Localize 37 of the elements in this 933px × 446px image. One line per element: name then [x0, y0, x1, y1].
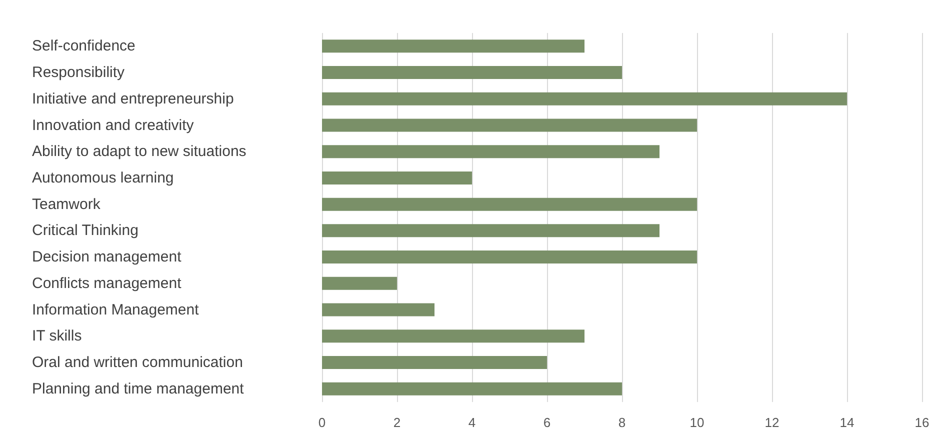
y-tick-label: Critical Thinking [32, 222, 138, 240]
y-tick-label: IT skills [32, 328, 82, 345]
bar [322, 356, 547, 369]
y-tick-label: Autonomous learning [32, 169, 174, 186]
bar [322, 92, 847, 106]
y-tick-label: Teamwork [32, 196, 101, 213]
x-tick-label: 6 [543, 415, 551, 430]
bar [322, 303, 434, 316]
bar [322, 118, 697, 132]
y-tick-label: Innovation and creativity [32, 116, 194, 134]
x-tick-label: 8 [618, 415, 626, 430]
y-tick-label: Conflicts management [32, 274, 182, 292]
x-tick-label: 2 [393, 415, 401, 430]
y-tick-label: Responsibility [32, 64, 126, 82]
y-tick-label: Ability to adapt to new situations [32, 143, 246, 160]
bar [322, 382, 622, 396]
y-tick-label: Decision management [32, 248, 182, 266]
x-tick-label: 12 [764, 415, 780, 430]
y-tick-label: Initiative and entrepreneurship [32, 90, 234, 108]
bar [322, 40, 584, 53]
x-tick-label: 10 [690, 415, 704, 430]
bar [322, 198, 697, 211]
bar [322, 171, 472, 184]
bar [322, 224, 660, 238]
x-tick-label: 0 [318, 415, 326, 430]
y-tick-label: Information Management [32, 301, 200, 318]
y-tick-label: Self-confidence [32, 38, 136, 55]
x-tick-label: 4 [468, 415, 476, 430]
x-tick-label: 14 [840, 415, 854, 430]
bar [322, 330, 584, 343]
y-tick-label: Planning and time management [32, 380, 245, 398]
bar [322, 276, 397, 290]
bar [322, 250, 697, 264]
y-tick-label: Oral and written communication [32, 354, 243, 371]
x-tick-label: 16 [914, 415, 930, 430]
bar [322, 66, 622, 80]
bar [322, 145, 660, 158]
